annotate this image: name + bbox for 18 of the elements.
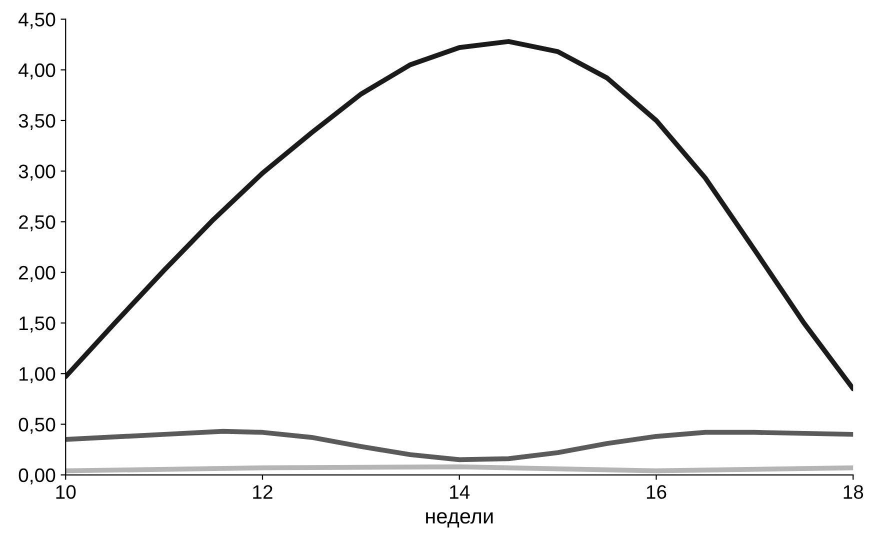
y-tick-label: 1,50 xyxy=(20,316,56,333)
x-tick-label: 18 xyxy=(844,485,864,499)
y-tick-label: 4,00 xyxy=(18,63,56,80)
y-tick-label: 0,00 xyxy=(18,468,56,484)
y-tick-label: 4,50 xyxy=(18,12,56,29)
y-tick-label: 3,00 xyxy=(18,164,56,181)
x-tick-label: 10 xyxy=(56,485,76,499)
y-tick-label: 2,00 xyxy=(19,266,56,282)
y-tick-label: 1,00 xyxy=(20,367,56,384)
x-tick-label: 14 xyxy=(450,485,470,499)
x-tick-label: 16 xyxy=(646,485,666,499)
line-series xyxy=(66,39,854,392)
x-tick-label: 12 xyxy=(253,485,272,499)
y-tick-label: 3,50 xyxy=(18,114,56,130)
line-series xyxy=(66,428,854,462)
y-tick-label: 0,50 xyxy=(18,418,56,434)
x-axis-title: недели xyxy=(426,512,493,528)
y-tick-label: 2,50 xyxy=(19,215,56,232)
